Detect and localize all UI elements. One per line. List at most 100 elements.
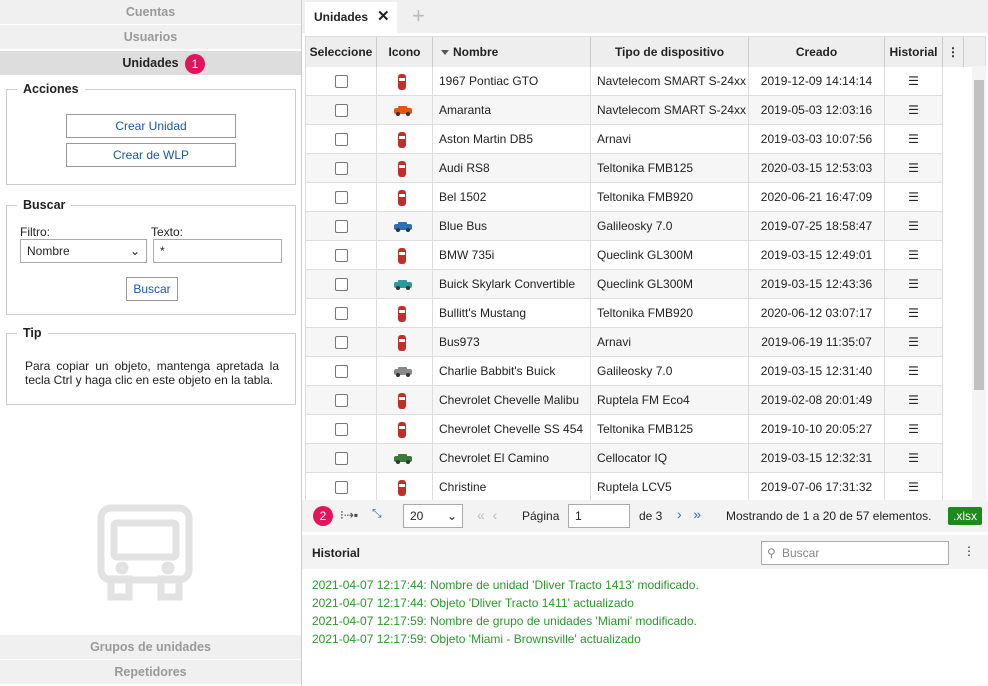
column-header[interactable]: Seleccione: [306, 37, 377, 67]
created-date: 2019-07-25 18:58:47: [749, 212, 885, 241]
unit-icon: [394, 222, 412, 232]
select-cell: [306, 415, 377, 444]
history-cell[interactable]: ☰: [885, 386, 943, 415]
sidebar-tab[interactable]: Grupos de unidades: [0, 635, 301, 660]
unit-icon: [398, 480, 406, 496]
button[interactable]: Crear Unidad: [66, 114, 236, 138]
unit-icon: [394, 454, 412, 464]
page-size[interactable]: 20 ⌄: [403, 504, 463, 528]
history-cell[interactable]: ☰: [885, 299, 943, 328]
checkbox[interactable]: [335, 307, 348, 320]
sidebar-tab[interactable]: Repetidores: [0, 660, 301, 685]
log-line: 2021-04-07 12:17:44: Objeto 'Dliver Trac…: [312, 596, 634, 610]
device-type: Galileosky 7.0: [591, 212, 749, 241]
unit-icon: [398, 161, 406, 177]
checkbox[interactable]: [335, 133, 348, 146]
export-button[interactable]: .xlsx: [948, 507, 982, 525]
sidebar-tab[interactable]: Usuarios: [0, 25, 301, 50]
button[interactable]: Crear de WLP: [66, 143, 236, 167]
checkbox[interactable]: [335, 336, 348, 349]
select-cell: [306, 299, 377, 328]
created-date: 2019-03-15 12:31:40: [749, 357, 885, 386]
log-line: 2021-04-07 12:17:59: Nombre de grupo de …: [312, 614, 697, 628]
select-cell: [306, 386, 377, 415]
select-cell: [306, 357, 377, 386]
column-header[interactable]: Nombre: [433, 37, 591, 67]
history-cell[interactable]: ☰: [885, 183, 943, 212]
scroll-thumb[interactable]: [974, 80, 984, 390]
unit-name: Chevrolet Chevelle SS 454: [433, 415, 591, 444]
unit-name: Chevrolet Chevelle Malibu: [433, 386, 591, 415]
checkbox[interactable]: [335, 220, 348, 233]
log-line: 2021-04-07 12:17:59: Objeto 'Miami - Bro…: [312, 632, 641, 646]
checkbox[interactable]: [335, 162, 348, 175]
menu-icon[interactable]: ⋮: [963, 544, 975, 558]
history-cell[interactable]: ☰: [885, 212, 943, 241]
device-type: Teltonika FMB125: [591, 415, 749, 444]
unit-name: Chevrolet El Camino: [433, 444, 591, 473]
history-cell[interactable]: ☰: [885, 357, 943, 386]
text-input[interactable]: *: [153, 239, 282, 263]
filter-select[interactable]: Nombre ⌄: [20, 239, 147, 263]
select-cell: [306, 270, 377, 299]
history-cell[interactable]: ☰: [885, 473, 943, 500]
next-page[interactable]: › »: [677, 506, 702, 522]
history-cell[interactable]: ☰: [885, 328, 943, 357]
column-header[interactable]: Tipo de dispositivo: [591, 37, 749, 67]
column-menu[interactable]: ⋮: [943, 37, 964, 67]
created-date: 2019-07-06 17:31:32: [749, 473, 885, 500]
sidebar-tab[interactable]: Cuentas: [0, 0, 301, 25]
history-cell[interactable]: ☰: [885, 241, 943, 270]
icon-cell: [377, 328, 433, 357]
history-cell[interactable]: ☰: [885, 415, 943, 444]
checkbox[interactable]: [335, 75, 348, 88]
checkbox[interactable]: [335, 249, 348, 262]
history-cell[interactable]: ☰: [885, 270, 943, 299]
checkbox[interactable]: [335, 394, 348, 407]
button[interactable]: Buscar: [126, 277, 178, 301]
checkbox[interactable]: [335, 423, 348, 436]
checkbox[interactable]: [335, 365, 348, 378]
checkbox[interactable]: [335, 104, 348, 117]
page-count: de 3: [639, 509, 663, 523]
tab[interactable]: Unidades ✕: [305, 2, 397, 33]
created-date: 2019-03-03 10:07:56: [749, 125, 885, 154]
tab-title: Unidades: [314, 10, 369, 24]
history-cell[interactable]: ☰: [885, 444, 943, 473]
search-input[interactable]: ⚲ Buscar: [761, 541, 949, 565]
column-header[interactable]: Creado: [749, 37, 885, 67]
page-input[interactable]: 1: [568, 504, 630, 528]
sidebar-tab[interactable]: Unidades: [0, 51, 301, 76]
unit-icon: [394, 106, 412, 116]
history-cell[interactable]: ☰: [885, 125, 943, 154]
checkbox[interactable]: [335, 278, 348, 291]
resize-icon[interactable]: ⤡: [372, 506, 382, 520]
icon-cell: [377, 154, 433, 183]
sidebar: Cuentas Usuarios Unidades 1 Acciones Cre…: [0, 0, 302, 686]
checkbox[interactable]: [335, 481, 348, 494]
checkbox[interactable]: [335, 452, 348, 465]
icon-cell: [377, 444, 433, 473]
historial-title: Historial: [312, 546, 361, 560]
bus-icon: [97, 504, 193, 601]
history-cell[interactable]: ☰: [885, 154, 943, 183]
first-page[interactable]: « ‹: [477, 507, 498, 523]
close-icon[interactable]: ✕: [377, 8, 390, 25]
unit-name: Audi RS8: [433, 154, 591, 183]
icon-cell: [377, 183, 433, 212]
checkbox[interactable]: [335, 191, 348, 204]
column-header[interactable]: Icono: [377, 37, 433, 67]
tip-text: Para copiar un objeto, mantenga apretada…: [25, 359, 279, 387]
add-tab[interactable]: +: [412, 3, 425, 28]
columns-icon[interactable]: ⁝⇢▪: [340, 508, 359, 522]
unit-icon: [398, 335, 406, 351]
select-cell: [306, 183, 377, 212]
column-header[interactable]: Historial: [885, 37, 943, 67]
history-cell[interactable]: ☰: [885, 96, 943, 125]
icon-cell: [377, 241, 433, 270]
select-cell: [306, 473, 377, 500]
unit-name: Aston Martin DB5: [433, 125, 591, 154]
log-line: 2021-04-07 12:17:44: Nombre de unidad 'D…: [312, 578, 699, 592]
history-cell[interactable]: ☰: [885, 67, 943, 96]
